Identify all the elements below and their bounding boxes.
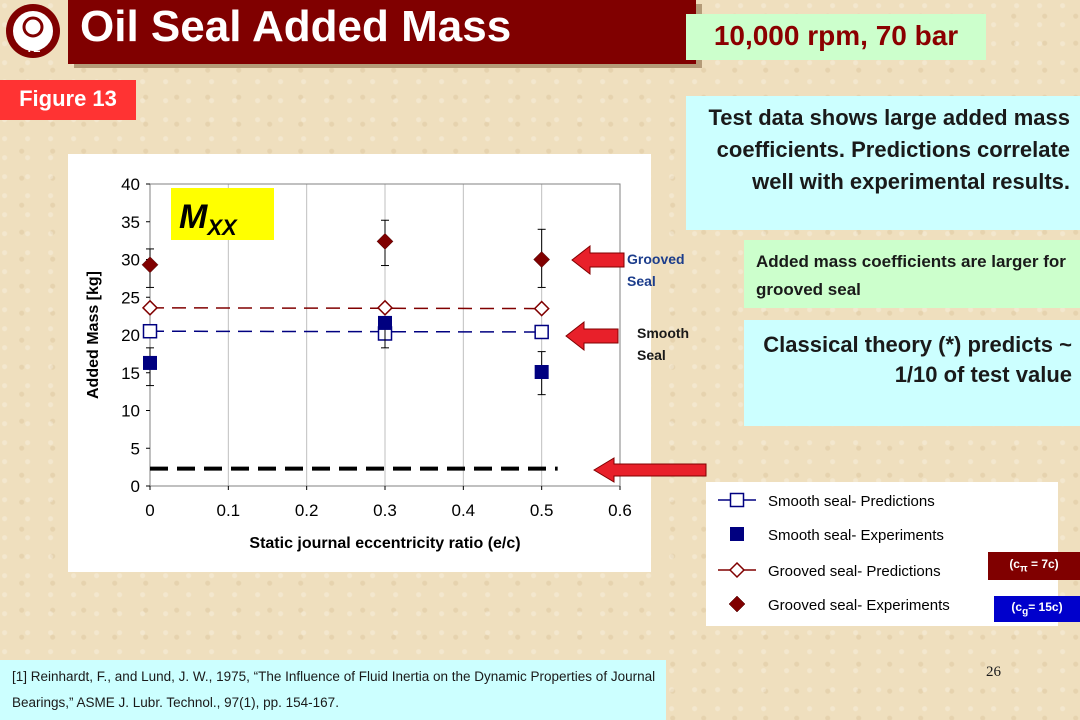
smooth-seal-predictions-point: [534, 324, 549, 340]
smooth-seal-predictions-point: [142, 323, 158, 339]
smooth-label-line1: Smooth: [637, 325, 690, 341]
y-tick-label: 15: [121, 364, 140, 383]
grooved-seal-predictions-point: [533, 300, 550, 317]
clearance-badge-pi: [988, 552, 1080, 580]
x-tick-label: 0.4: [452, 501, 476, 520]
clearance-text-g: (cg= 15c): [1011, 600, 1063, 618]
grooved-seal-label: Grooved Seal: [627, 248, 685, 292]
clearance-text-pi: (cπ = 7c): [1009, 557, 1059, 575]
figure-badge: [0, 80, 136, 120]
grooved-label-line1: Grooved: [627, 251, 685, 267]
mxx-box: [171, 188, 274, 240]
note-test-data: Test data shows large added mass coeffic…: [708, 105, 1071, 194]
classical-arrow-icon: [593, 457, 707, 483]
smooth-arrow-icon: [565, 320, 619, 352]
smooth-seal-experiments-point: [143, 355, 157, 370]
grooved-seal-experiments-point: [376, 233, 394, 250]
x-tick-label: 0.3: [373, 501, 397, 520]
grooved-seal-predictions-point: [376, 299, 394, 316]
legend-swatch-marker: [730, 527, 744, 541]
grooved-arrow-icon: [571, 244, 625, 276]
note-box-test-data: [686, 96, 1080, 230]
x-tick-label: 0.6: [608, 501, 632, 520]
y-axis-label: Added Mass [kg]: [85, 271, 102, 399]
grooved-seal-predictions-point: [141, 299, 159, 316]
grooved-seal-experiments-point: [533, 251, 551, 268]
added-mass-chart: 0 5 10 15 20 25 30 35 40 0 0.1 0.2 0.3 0.4 0.5 0.6 Stati…: [85, 175, 632, 552]
grooved-seal-experiments-point: [141, 256, 159, 274]
smooth-seal-experiments-point: [534, 364, 549, 379]
y-tick-label: 30: [121, 251, 140, 270]
x-tick-label: 0.2: [295, 501, 319, 520]
legend-entry: Grooved seal- Experiments: [768, 597, 950, 614]
smooth-seal-label: Smooth Seal: [637, 322, 689, 366]
logo-text: TL: [26, 41, 41, 55]
figure-label: Figure 13: [19, 86, 117, 111]
chart-legend: Smooth seal- Predictions Smooth seal- Exp…: [718, 492, 950, 614]
page-number: 26: [986, 664, 1001, 680]
x-tick-label: 0.1: [217, 501, 241, 520]
x-axis-label: Static journal eccentricity ratio (e/c): [249, 535, 520, 552]
x-tick-label: 0.5: [530, 501, 554, 520]
legend-swatch-marker: [728, 561, 746, 579]
y-tick-label: 5: [131, 439, 140, 458]
y-tick-label: 10: [121, 402, 140, 421]
note-classical: Classical theory (*) predicts ~ 1/10 of …: [763, 332, 1072, 387]
legend-entry: Grooved seal- Predictions: [768, 563, 941, 580]
legend-swatch-marker: [729, 492, 745, 508]
conditions-badge: [686, 14, 986, 60]
legend-entry: Smooth seal- Experiments: [768, 527, 944, 544]
legend-entry: Smooth seal- Predictions: [768, 493, 935, 510]
note-box-classical: [744, 320, 1080, 426]
note-box-grooved: [744, 240, 1080, 308]
reference-citation: [1] Reinhardt, F., and Lund, J. W., 1975…: [12, 669, 656, 710]
y-tick-label: 35: [121, 213, 140, 232]
legend-swatch-marker: [728, 595, 746, 613]
note-grooved: Added mass coefficients are larger for g…: [756, 252, 1066, 299]
smooth-seal-predictions-line: [149, 330, 542, 333]
smooth-label-line2: Seal: [637, 347, 666, 363]
title-bar: [68, 0, 696, 64]
chart-background: [68, 154, 651, 572]
x-tick-label: 0: [145, 501, 154, 520]
y-tick-label: 20: [121, 326, 140, 345]
y-tick-label: 40: [121, 175, 140, 194]
grooved-seal-predictions-line: [149, 307, 542, 310]
reference-box: [0, 660, 666, 720]
slide-title: Oil Seal Added Mass: [80, 2, 512, 51]
y-tick-label: 0: [131, 477, 140, 496]
mxx-annotation: MXX: [179, 198, 238, 240]
grooved-label-line2: Seal: [627, 273, 656, 289]
clearance-badge-g: [994, 596, 1080, 622]
university-logo: TL: [6, 4, 60, 58]
conditions-text: 10,000 rpm, 70 bar: [713, 20, 959, 51]
smooth-seal-experiments-point: [378, 315, 392, 330]
y-tick-label: 25: [121, 288, 140, 307]
